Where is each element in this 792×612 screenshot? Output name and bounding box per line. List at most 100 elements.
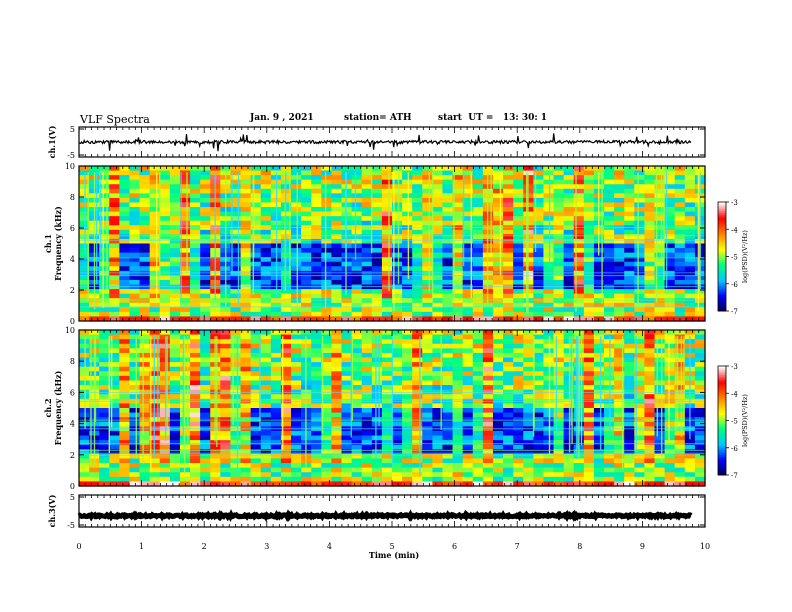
spectrogram-cell (604, 261, 615, 267)
spectrogram-cell (462, 467, 474, 473)
spectrogram-cell (442, 385, 454, 391)
spectrogram-cell (200, 481, 211, 487)
spectrogram-cell (694, 343, 706, 349)
spectrogram-cell (159, 270, 171, 277)
spectrogram-cell (371, 385, 383, 391)
spectrogram-cell (270, 412, 282, 418)
spectrogram-cell (674, 270, 686, 277)
spectrogram-cell (583, 449, 595, 455)
spectrogram-cell (119, 339, 131, 345)
spectrogram-cell (109, 385, 120, 391)
spectrogram-cell (331, 166, 343, 172)
spectrogram-cell (230, 216, 242, 222)
spectrogram-cell (149, 261, 161, 267)
spectrogram-cell (331, 371, 343, 377)
spectrogram-cell (674, 202, 686, 208)
spectrogram-cell (472, 234, 484, 240)
spectrogram-cell (694, 458, 706, 464)
spectrogram-cell (119, 403, 131, 409)
spectrogram-cell (280, 467, 292, 473)
spectrogram-cell (149, 371, 161, 377)
spectrogram-cell (644, 197, 656, 204)
spectrogram-cell (240, 449, 252, 455)
spectrogram-cell (159, 444, 171, 450)
spectrogram-cell (361, 284, 373, 290)
spectrogram-cell (230, 266, 242, 272)
spectrogram-cell (523, 408, 534, 414)
spectrogram-cell (674, 449, 686, 455)
spectrogram-cell (139, 458, 151, 464)
spectrogram-cell (614, 403, 625, 409)
spectrogram-cell (240, 467, 252, 473)
spectrogram-cell (563, 243, 575, 249)
spectrogram-cell (129, 229, 141, 235)
spectrogram-cell (412, 184, 423, 190)
spectrogram-cell (129, 257, 141, 263)
spectrogram-cell (119, 289, 131, 295)
spectrogram-cell (593, 316, 605, 322)
spectrogram-cell (563, 207, 575, 213)
spectrogram-cell (472, 216, 484, 222)
spectrogram-cell (664, 197, 676, 204)
spectrogram-cell (412, 449, 423, 455)
spectrogram-cell (503, 463, 514, 469)
spectrogram-cell (109, 166, 120, 172)
spectrogram-cell (331, 220, 343, 226)
spectrogram-cell (321, 293, 333, 299)
spectrogram-cell (250, 449, 262, 455)
spectrogram-cell (492, 430, 504, 437)
spectrogram-cell (462, 175, 474, 181)
spectrogram-cell (311, 257, 322, 263)
spectrogram-cell (462, 170, 474, 176)
spectrogram-cell (250, 207, 262, 213)
spectrogram-cell (402, 170, 413, 176)
spectrogram-cell (462, 440, 474, 446)
spectrogram-cell (462, 307, 474, 313)
spectrogram-cell (442, 211, 454, 217)
spectrogram-cell (79, 408, 90, 414)
spectrogram-cell (351, 252, 363, 258)
spectrogram-cell (260, 307, 272, 313)
spectrogram-cell (179, 371, 191, 377)
spectrogram-cell (624, 430, 635, 437)
spectrogram-cell (654, 193, 666, 199)
spectrogram-cell (169, 234, 181, 240)
spectrogram-cell (614, 458, 625, 464)
spectrogram-cell (392, 248, 403, 254)
spectrogram-cell (79, 440, 90, 446)
spectrogram-cell (149, 266, 161, 272)
spectrogram-cell (190, 435, 201, 441)
spectrogram-cell (402, 275, 413, 281)
spectrogram-cell (543, 293, 555, 299)
spectrogram-cell (402, 421, 413, 427)
spectrogram-cell (684, 463, 696, 469)
spectrogram-cell (654, 298, 666, 304)
spectrogram-cell (230, 408, 242, 414)
spectrogram-cell (361, 197, 373, 204)
spectrogram-cell (149, 229, 161, 235)
colorbar-segment (718, 309, 726, 312)
spectrogram-cell (371, 357, 383, 363)
spectrogram-cell (129, 202, 141, 208)
spectrogram-cell (381, 248, 393, 254)
spectrogram-cell (674, 430, 686, 437)
spectrogram-cell (109, 458, 120, 464)
spectrogram-cell (291, 421, 302, 427)
spectrogram-cell (533, 238, 545, 245)
spectrogram-cell (79, 403, 90, 409)
colorbar-tick-label: -3 (731, 199, 738, 207)
spectrogram-cell (543, 463, 555, 469)
spectrogram-cell (452, 394, 464, 400)
spectrogram-cell (230, 463, 242, 469)
spectrogram-cell (280, 435, 292, 441)
spectrogram-cell (664, 472, 676, 478)
spectrogram-cell (169, 472, 181, 478)
spectrogram-cell (694, 467, 706, 473)
spectrogram-cell (593, 421, 605, 427)
spectrogram-cell (583, 261, 595, 267)
spectrogram-cell (654, 202, 666, 208)
spectrogram-cell (179, 412, 191, 418)
spectrogram-cell (664, 166, 676, 172)
spectrogram-cell (684, 184, 696, 190)
spectrogram-cell (432, 243, 444, 249)
